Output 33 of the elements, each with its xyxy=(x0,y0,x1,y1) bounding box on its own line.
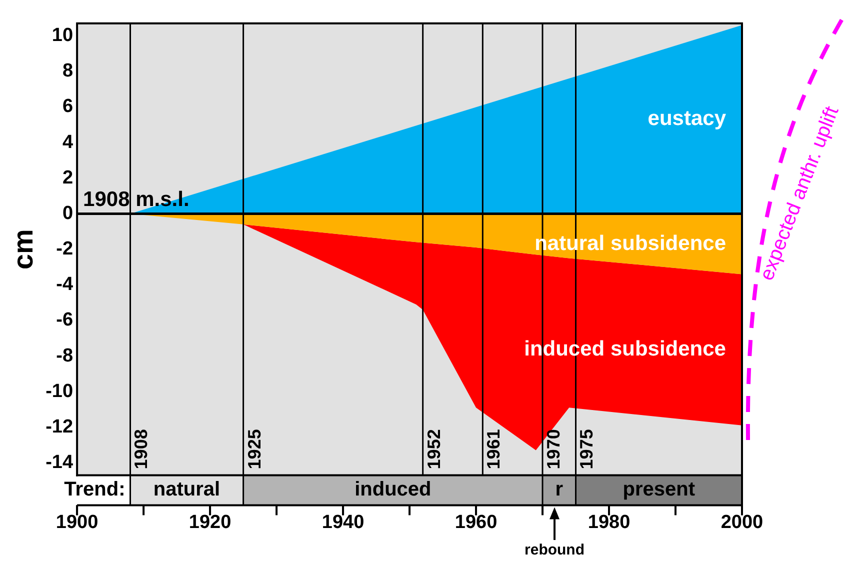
y-tick-label: 6 xyxy=(62,96,74,118)
y-tick-label: -8 xyxy=(56,345,74,366)
y-tick-label: 2 xyxy=(62,167,74,188)
y-tick-label: 0 xyxy=(62,202,74,224)
text: induced xyxy=(354,478,432,501)
ref-line-label: 1961 xyxy=(484,429,504,470)
y-tick-label: 10 xyxy=(52,25,74,46)
x-tick-label: 1960 xyxy=(454,512,498,533)
y-tick-label: -10 xyxy=(46,380,74,402)
x-tick-label: 2000 xyxy=(720,512,764,533)
series-label: eustacy xyxy=(648,107,726,130)
y-axis-title: cm xyxy=(8,229,39,270)
y-tick-label: 8 xyxy=(62,60,74,82)
y-tick-label: -4 xyxy=(56,274,74,296)
ref-line-label: 1970 xyxy=(543,429,564,470)
ref-line-label: 1925 xyxy=(244,429,264,470)
ref-line-label: 1908 xyxy=(131,429,152,470)
x-tick-label: 1980 xyxy=(588,512,630,533)
x-tick-label: 1920 xyxy=(188,512,232,533)
y-tick-label: -6 xyxy=(56,310,74,331)
x-tick-label: 1940 xyxy=(322,512,364,533)
ref-line-label: 1952 xyxy=(424,429,444,470)
text: present xyxy=(622,478,696,501)
y-tick-label: -14 xyxy=(46,452,74,473)
y-tick-label: -2 xyxy=(56,238,74,260)
ref-line-label: 1975 xyxy=(576,429,597,470)
y-tick-label: 4 xyxy=(62,132,74,153)
text: r xyxy=(555,478,564,501)
text: natural xyxy=(153,478,220,501)
y-tick-label: -12 xyxy=(46,416,74,438)
x-tick-label: 1900 xyxy=(56,512,98,533)
text: rebound xyxy=(524,542,585,559)
text: Trend: xyxy=(64,478,126,501)
